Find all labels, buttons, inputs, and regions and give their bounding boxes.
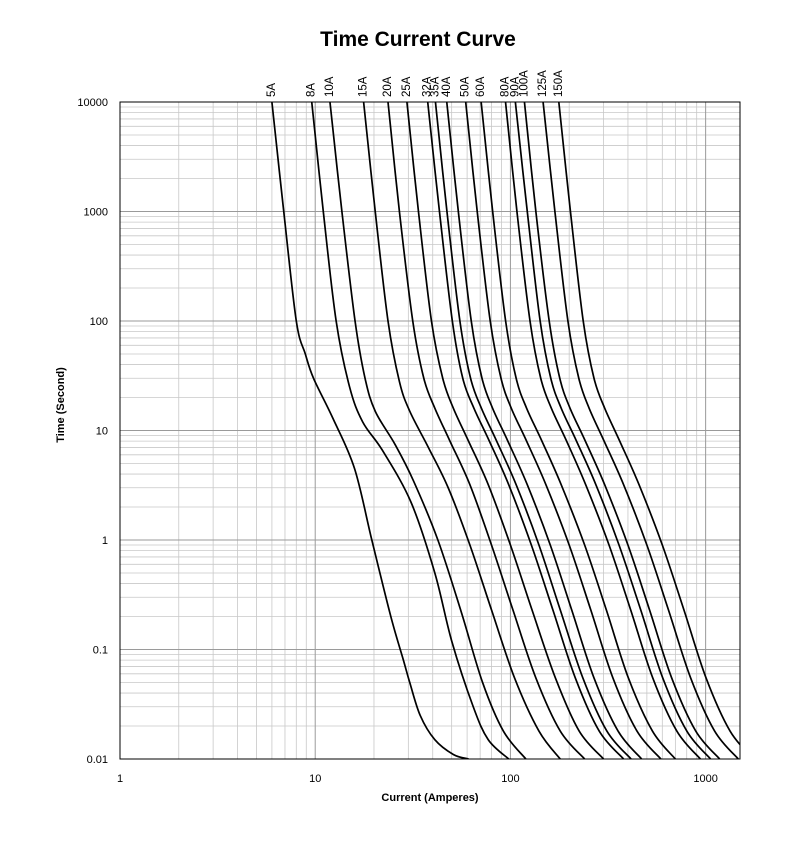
y-tick-label: 1 xyxy=(102,535,108,547)
x-tick-label: 1 xyxy=(117,773,123,785)
series-line-80a xyxy=(504,102,702,759)
y-tick-label: 100 xyxy=(90,316,108,328)
series-label-125a: 125A xyxy=(537,70,549,97)
series-label-5a: 5A xyxy=(266,83,278,97)
x-tick-label: 1000 xyxy=(693,773,717,785)
series-label-20a: 20A xyxy=(382,76,394,97)
series-line-15a xyxy=(362,102,561,759)
series-line-150a xyxy=(557,102,740,746)
y-tick-label: 0.1 xyxy=(93,645,108,657)
series-label-40a: 40A xyxy=(441,76,453,97)
y-tick-labels: 10000 1000 100 10 1 0.1 0.01 xyxy=(77,97,108,766)
series-line-20a xyxy=(387,102,586,759)
series-label-100a: 100A xyxy=(518,70,530,97)
series-label-150a: 150A xyxy=(553,70,565,97)
series-line-25a xyxy=(406,102,605,759)
series-line-10a xyxy=(329,102,527,759)
series-label-90a: 90A xyxy=(509,76,521,97)
series-line-40a xyxy=(445,102,643,759)
series-line-35a xyxy=(434,102,632,759)
series-label-25a: 25A xyxy=(401,76,413,97)
series-label-35a: 35A xyxy=(429,76,441,97)
series-lines xyxy=(271,102,740,759)
series-label-50a: 50A xyxy=(460,76,472,97)
chart-title: Time Current Curve xyxy=(320,28,516,51)
x-tick-label: 100 xyxy=(501,773,519,785)
series-label-32a: 32A xyxy=(422,76,434,97)
y-tick-label: 10 xyxy=(96,426,108,438)
y-tick-label: 1000 xyxy=(84,207,108,219)
series-line-50a xyxy=(464,102,662,759)
series-label-8a: 8A xyxy=(306,83,318,97)
y-tick-label: 10000 xyxy=(77,97,108,109)
series-line-5a xyxy=(271,102,469,759)
x-tick-labels: 1 10 100 1000 xyxy=(117,773,718,785)
y-axis-title: Time (Second) xyxy=(55,367,67,443)
series-line-32a xyxy=(426,102,625,759)
x-axis-title: Current (Amperes) xyxy=(381,792,479,804)
plot-area-frame xyxy=(119,101,741,760)
series-line-125a xyxy=(542,102,739,759)
series-label-80a: 80A xyxy=(500,76,512,97)
series-line-8a xyxy=(310,102,510,759)
y-tick-label: 0.01 xyxy=(87,754,108,766)
series-line-100a xyxy=(523,102,721,759)
x-tick-label: 10 xyxy=(309,773,321,785)
series-line-60a xyxy=(480,102,677,759)
series-label-60a: 60A xyxy=(475,76,487,97)
series-label-15a: 15A xyxy=(358,76,370,97)
series-line-90a xyxy=(514,102,712,759)
series-label-10a: 10A xyxy=(324,76,336,97)
